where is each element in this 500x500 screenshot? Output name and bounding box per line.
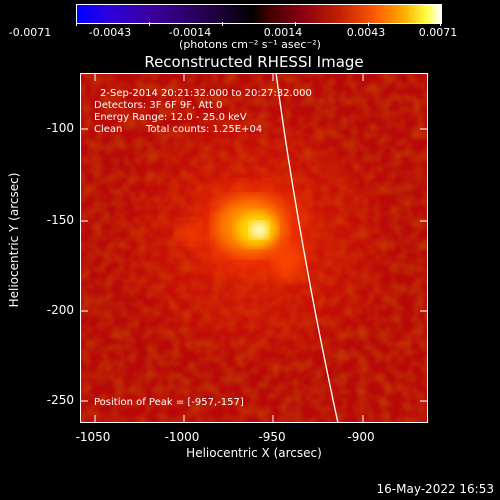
total-counts-annotation: Total counts: 1.25E+04 [146, 124, 262, 136]
x-axis-label: Heliocentric X (arcsec) [80, 446, 428, 460]
x-tick-label: -1050 [76, 430, 111, 444]
x-tick-label: -900 [347, 430, 374, 444]
energy-range-annotation: Energy Range: 12.0 - 25.0 keV [94, 112, 247, 124]
y-axis-label: Heliocentric Y (arcsec) [7, 173, 21, 308]
peak-position-annotation: Position of Peak = [-957,-157] [94, 397, 244, 409]
colorbar-units-label: (photons cm⁻² s⁻¹ asec⁻²) [0, 38, 500, 51]
detectors-annotation: Detectors: 3F 6F 9F, Att 0 [94, 100, 222, 112]
colorbar [76, 4, 442, 24]
y-tick-label: -200 [24, 303, 74, 317]
y-tick-label: -150 [24, 213, 74, 227]
algorithm-annotation: Clean [94, 124, 122, 136]
x-tick-label: -1000 [165, 430, 200, 444]
plot-timestamp: 16-May-2022 16:53 [377, 482, 494, 496]
x-tick-label: -950 [258, 430, 285, 444]
plot-title: Reconstructed RHESSI Image [80, 53, 428, 71]
y-tick-label: -250 [24, 393, 74, 407]
y-tick-label: -100 [24, 121, 74, 135]
time-range-annotation: 2-Sep-2014 20:21:32.000 to 20:27:32.000 [100, 88, 312, 100]
